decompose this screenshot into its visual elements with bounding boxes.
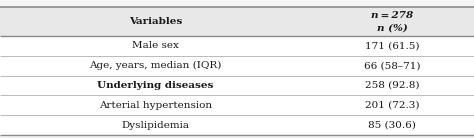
FancyBboxPatch shape — [0, 7, 474, 135]
Text: 85 (30.6): 85 (30.6) — [368, 121, 416, 130]
FancyBboxPatch shape — [0, 7, 474, 36]
FancyBboxPatch shape — [0, 36, 474, 56]
Text: Underlying diseases: Underlying diseases — [97, 81, 213, 90]
Text: Arterial hypertension: Arterial hypertension — [99, 101, 212, 110]
FancyBboxPatch shape — [0, 95, 474, 115]
Text: 66 (58–71): 66 (58–71) — [364, 61, 420, 70]
FancyBboxPatch shape — [0, 76, 474, 95]
FancyBboxPatch shape — [0, 115, 474, 135]
Text: 201 (72.3): 201 (72.3) — [365, 101, 419, 110]
FancyBboxPatch shape — [0, 56, 474, 76]
Text: 258 (92.8): 258 (92.8) — [365, 81, 419, 90]
Text: Age, years, median (IQR): Age, years, median (IQR) — [89, 61, 221, 70]
Text: 171 (61.5): 171 (61.5) — [365, 41, 419, 50]
Text: Variables: Variables — [128, 17, 182, 26]
Text: n = 278
n (%): n = 278 n (%) — [371, 11, 413, 32]
Text: Dyslipidemia: Dyslipidemia — [121, 121, 189, 130]
Text: Male sex: Male sex — [132, 41, 179, 50]
